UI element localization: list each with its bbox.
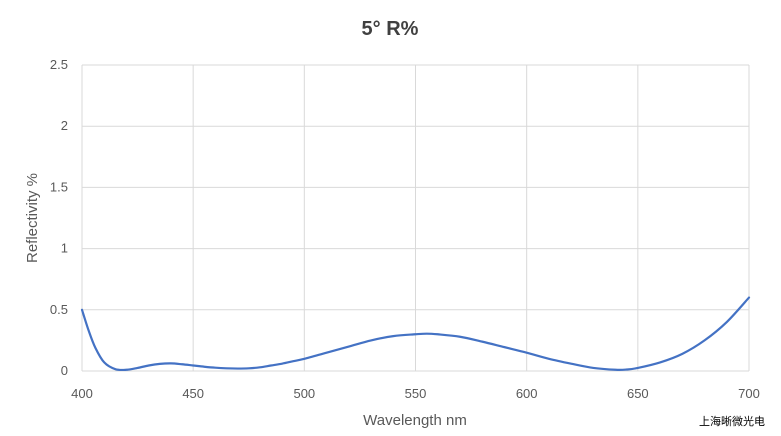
x-tick-label: 700 (738, 386, 760, 401)
y-tick-label: 0 (61, 363, 68, 378)
y-tick-label: 1 (61, 241, 68, 256)
y-axis-ticks: 0 0.5 1 1.5 2 2.5 (50, 57, 68, 378)
x-tick-label: 550 (405, 386, 427, 401)
y-tick-label: 2.5 (50, 57, 68, 72)
x-tick-label: 400 (71, 386, 93, 401)
x-tick-label: 650 (627, 386, 649, 401)
x-tick-label: 450 (182, 386, 204, 401)
chart-title: 5° R% (362, 18, 419, 40)
reflectivity-line (80, 296, 751, 372)
watermark-text: 上海晰微光电 (699, 414, 765, 428)
x-tick-label: 500 (293, 386, 315, 401)
x-axis-label: Wavelength nm (363, 412, 467, 429)
y-tick-label: 1.5 (50, 179, 68, 194)
y-axis-label: Reflectivity % (24, 173, 41, 263)
y-tick-label: 2 (61, 118, 68, 133)
grid (81, 64, 750, 372)
x-axis-ticks: 400 450 500 550 600 650 700 (71, 386, 760, 401)
x-tick-label: 600 (516, 386, 538, 401)
y-tick-label: 0.5 (50, 302, 68, 317)
series-layer (80, 296, 751, 372)
